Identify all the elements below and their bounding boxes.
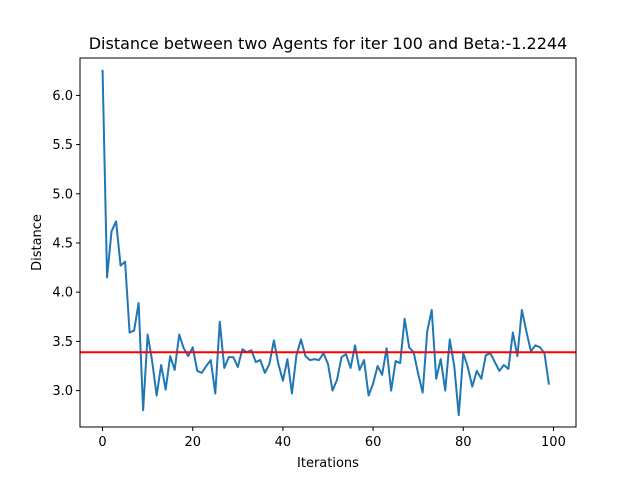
- x-tick-label: 40: [275, 435, 292, 450]
- x-axis-title: Iterations: [297, 456, 359, 471]
- x-tick-label: 60: [365, 435, 382, 450]
- y-tick-label: 3.5: [52, 335, 73, 350]
- x-tick-label: 20: [184, 435, 201, 450]
- y-axis-title: Distance: [30, 214, 45, 271]
- y-tick-label: 6.0: [52, 89, 73, 104]
- x-tick-label: 80: [455, 435, 472, 450]
- y-tick-label: 5.5: [52, 138, 73, 153]
- y-tick-label: 4.5: [52, 236, 73, 251]
- y-tick-label: 4.0: [52, 286, 73, 301]
- chart-title: Distance between two Agents for iter 100…: [89, 34, 568, 53]
- y-tick-label: 3.0: [52, 384, 73, 399]
- y-tick-label: 5.0: [52, 187, 73, 202]
- x-tick-label: 100: [541, 435, 566, 450]
- x-tick-label: 0: [98, 435, 106, 450]
